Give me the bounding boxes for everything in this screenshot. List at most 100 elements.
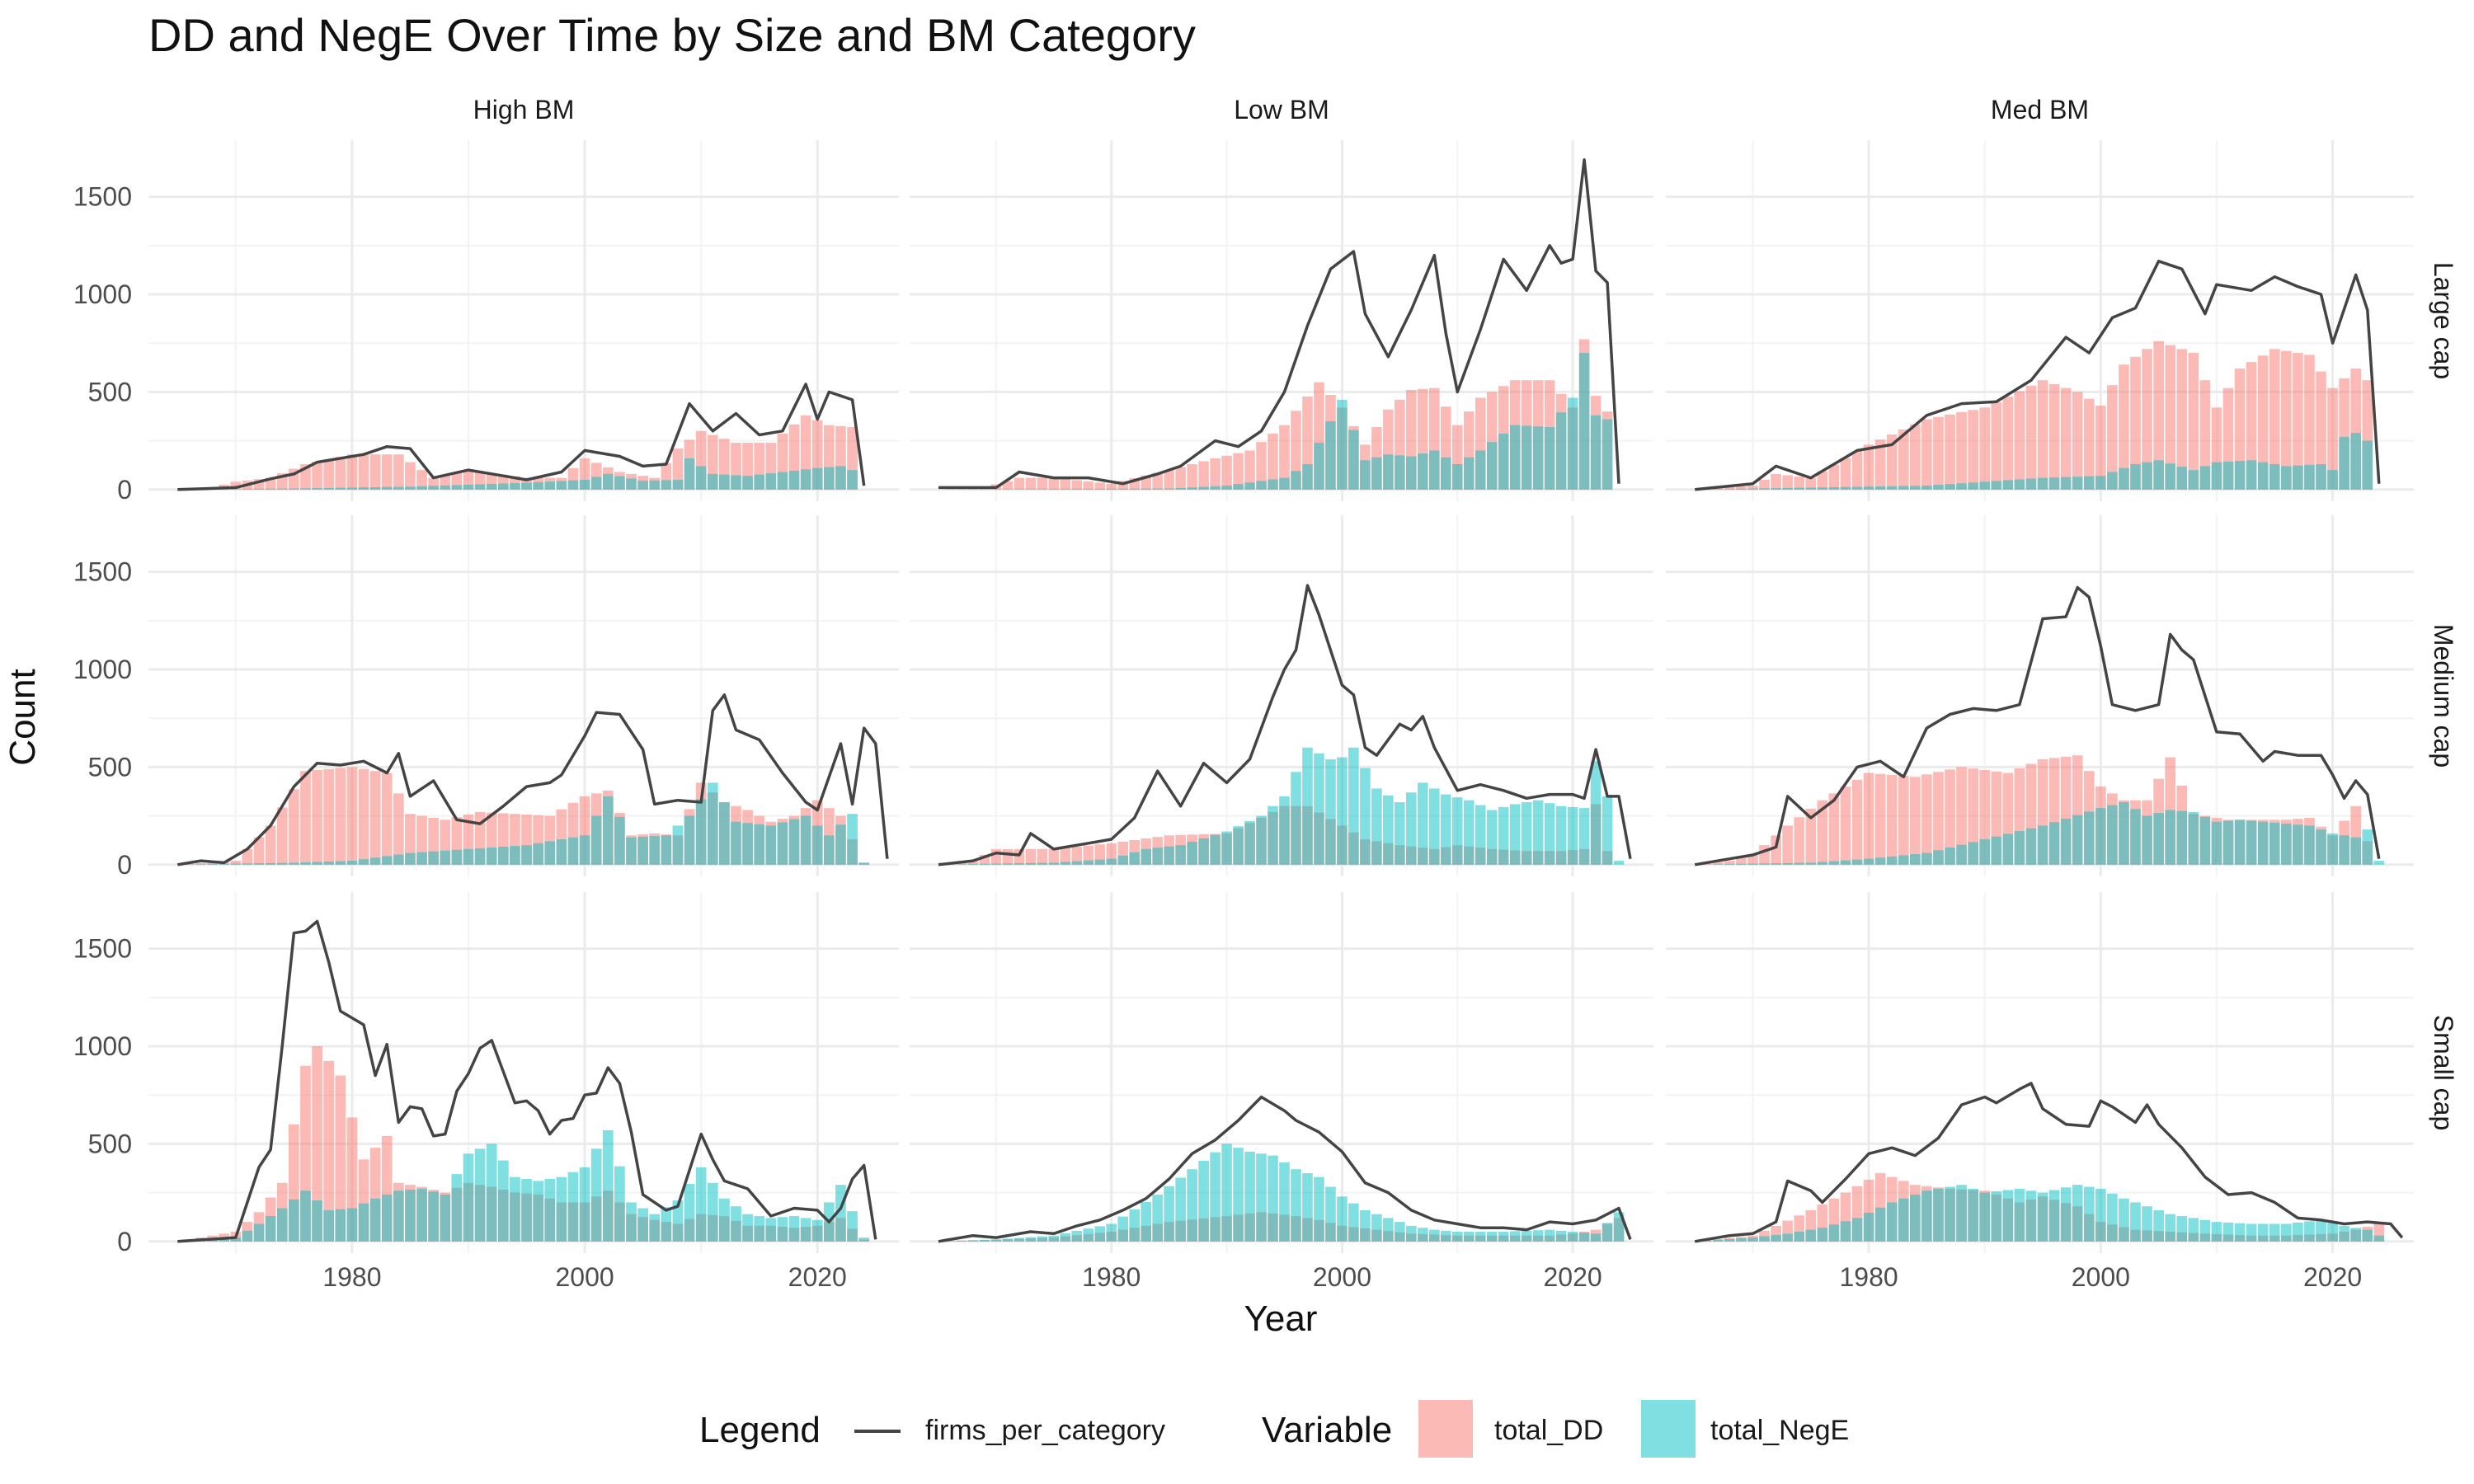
bar-total-nege xyxy=(1348,430,1359,490)
bar-total-nege xyxy=(1233,1148,1244,1242)
bar-total-nege xyxy=(719,802,730,865)
bar-total-dd xyxy=(369,454,381,490)
bar-total-nege xyxy=(1383,795,1394,865)
bar-total-nege xyxy=(1874,1207,1886,1242)
bar-total-nege xyxy=(2293,1222,2303,1242)
bar-total-dd xyxy=(1817,800,1828,865)
bar-total-dd xyxy=(346,454,358,490)
bar-total-nege xyxy=(1406,792,1417,865)
bar-total-nege xyxy=(276,862,288,865)
bar-total-nege xyxy=(1747,1237,1758,1242)
bar-total-nege xyxy=(289,1199,299,1242)
legend-fill-title: Variable xyxy=(1262,1410,1393,1450)
facet-panels xyxy=(148,140,2414,1253)
bar-total-nege xyxy=(497,847,509,865)
bar-total-nege xyxy=(1532,1230,1544,1242)
bar-total-nege xyxy=(1747,488,1758,490)
bar-total-nege xyxy=(1025,1237,1037,1242)
bar-total-nege xyxy=(1014,1237,1025,1242)
bar-total-nege xyxy=(1828,861,1840,865)
bar-total-dd xyxy=(2014,391,2025,490)
bar-total-nege xyxy=(1221,486,1232,490)
bar-total-nege xyxy=(1256,481,1267,490)
bar-total-nege xyxy=(1371,788,1382,865)
bar-total-nege xyxy=(2222,1222,2234,1242)
panel-low-bm-medium-cap xyxy=(910,515,1653,876)
bar-total-nege xyxy=(1152,1194,1163,1242)
y-tick-label: 1500 xyxy=(73,557,132,587)
bar-total-dd xyxy=(1152,472,1163,490)
bar-total-dd xyxy=(2304,355,2315,490)
bar-total-nege xyxy=(835,466,846,490)
bar-total-dd xyxy=(1805,808,1817,865)
bar-total-nege xyxy=(1210,486,1221,490)
bar-total-nege xyxy=(2014,1188,2025,1242)
y-tick-label: 500 xyxy=(88,377,132,406)
bar-total-nege xyxy=(695,1167,707,1242)
bar-total-nege xyxy=(2060,1187,2072,1242)
bar-total-nege xyxy=(451,849,463,865)
bar-total-nege xyxy=(602,796,614,865)
legend-nege-label: total_NegE xyxy=(1710,1415,1850,1446)
bar-total-nege xyxy=(1509,425,1521,490)
bar-total-nege xyxy=(1302,464,1313,490)
bar-total-nege xyxy=(1141,1201,1151,1242)
bar-total-nege xyxy=(1129,488,1140,490)
bar-total-dd xyxy=(1071,847,1083,865)
x-tick-label: 2020 xyxy=(2303,1262,2362,1292)
bar-total-nege xyxy=(2130,1202,2141,1242)
bar-total-nege xyxy=(1025,862,1037,865)
bar-total-nege xyxy=(2199,1219,2211,1242)
bar-total-nege xyxy=(1279,796,1290,865)
bar-total-dd xyxy=(335,768,346,865)
bar-total-nege xyxy=(1933,850,1944,865)
y-tick-label: 1500 xyxy=(73,182,132,212)
bar-total-dd xyxy=(323,768,335,865)
bar-total-nege xyxy=(1048,862,1060,865)
bar-total-nege xyxy=(1440,457,1451,490)
bar-total-dd xyxy=(1968,410,1978,490)
bar-total-nege xyxy=(1418,453,1428,490)
bar-total-dd xyxy=(1886,434,1898,490)
line-firms-per-category xyxy=(938,1095,1632,1243)
bar-total-dd xyxy=(1840,458,1851,490)
bar-total-nege xyxy=(463,484,474,490)
bar-total-nege xyxy=(1337,757,1348,865)
bar-total-dd xyxy=(1002,848,1014,865)
bar-total-nege xyxy=(1360,460,1371,490)
bar-total-nege xyxy=(1094,1226,1106,1242)
bar-total-nege xyxy=(614,1166,625,1242)
legend-line-label: firms_per_category xyxy=(925,1415,1166,1446)
bar-total-nege xyxy=(788,1216,800,1242)
bar-total-nege xyxy=(2199,466,2211,490)
bar-total-dd xyxy=(1071,480,1083,490)
bar-total-dd xyxy=(2119,364,2129,490)
bar-total-dd xyxy=(1048,848,1060,865)
bar-total-nege xyxy=(1187,487,1197,490)
bar-total-dd xyxy=(1851,779,1863,865)
bar-total-nege xyxy=(824,467,835,490)
bar-total-nege xyxy=(2130,464,2141,490)
bar-total-nege xyxy=(428,486,440,490)
bar-total-nege xyxy=(2119,467,2129,490)
bar-total-nege xyxy=(207,864,218,865)
bar-total-dd xyxy=(1759,479,1770,490)
bar-total-nege xyxy=(463,848,474,865)
bar-total-dd xyxy=(1794,477,1805,490)
bar-total-nege xyxy=(1198,486,1209,490)
bar-total-nege xyxy=(1544,803,1555,865)
strip-label-low-bm: Low BM xyxy=(1234,95,1329,124)
bar-total-nege xyxy=(1071,861,1083,865)
bar-total-dd xyxy=(1094,482,1106,490)
bar-total-nege xyxy=(1567,806,1578,865)
bar-total-nege xyxy=(358,487,369,490)
bar-total-nege xyxy=(323,862,335,865)
line-firms-per-category xyxy=(1694,585,2381,866)
bar-total-nege xyxy=(858,862,870,865)
bar-total-dd xyxy=(1945,414,1955,490)
bar-total-nege xyxy=(1863,1213,1874,1242)
bar-total-nege xyxy=(486,1144,497,1242)
bar-total-nege xyxy=(1712,1239,1724,1242)
bar-total-nege xyxy=(2176,810,2188,865)
bar-total-nege xyxy=(1933,1188,1944,1242)
